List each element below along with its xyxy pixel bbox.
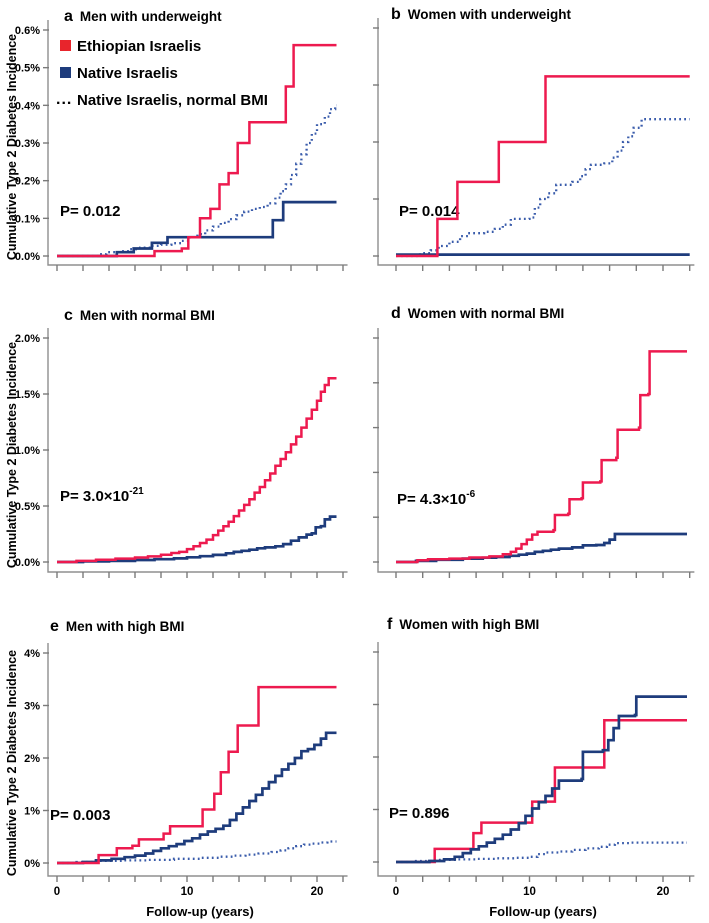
legend-swatch-ethiopian [60,40,71,51]
y-tick-label: 3% [24,701,40,713]
y-axis-label-row1: Cumulative Type 2 Diabetes Incidence [5,34,19,260]
ethiopian-israelis-curve [57,685,337,865]
panel-e-pvalue: P= 0.003 [50,807,110,824]
native-israelis-curve [57,515,337,564]
x-tick-label: 0 [54,886,60,898]
panel-c: c Men with normal BMI P= 3.0×10-21 0.0%0.… [15,307,348,578]
ethiopian-israelis-curve [396,719,687,864]
legend-label-native-normal-bmi: Native Israelis, normal BMI [77,92,268,109]
native-israelis-curve [396,695,687,864]
panel-e-title: e Men with high BMI [50,618,184,635]
y-tick-label: 4% [24,648,40,660]
panel-b-title: b Women with underweight [391,6,572,23]
y-tick-label: 0.5% [15,63,40,75]
panel-d-pvalue: P= 4.3×10-6 [397,489,476,508]
axis-frame [377,18,695,266]
panel-f-plot: 0 10 20 [373,642,695,898]
x-axis-title-left: Follow-up (years) [146,904,254,919]
y-tick-label: 1.0% [15,445,40,457]
y-tick-label: 0.5% [15,501,40,513]
y-tick-label: 2% [24,753,40,765]
y-tick-label: 1% [24,806,40,818]
x-tick-label: 20 [657,886,670,898]
panel-b: b Women with underweight P= 0.014 [373,6,695,271]
native-israelis-normal-bmi-curve [396,841,687,864]
legend-swatch-native [60,67,71,78]
panel-a-pvalue: P= 0.012 [60,203,120,220]
axis-frame [47,643,348,877]
panel-e: e Men with high BMI P= 0.003 0% 1% 2% 3% 4% 0 1… [24,618,348,919]
axis-frame [377,328,695,573]
x-axis-title-right: Follow-up (years) [489,904,597,919]
y-axis-label-row2: Cumulative Type 2 Diabetes Incidence [5,342,19,568]
panel-b-plot [373,18,695,271]
legend-label-native: Native Israelis [77,65,178,82]
panel-d-plot [373,328,695,578]
legend-label-ethiopian: Ethiopian Israelis [77,38,201,55]
y-tick-label: 0.2% [15,176,40,188]
panel-e-plot: 0% 1% 2% 3% 4% 0 10 20 [24,643,348,898]
panel-c-plot: 0.0% 0.5% 1.0% 1.5% 2.0% [15,328,348,578]
native-israelis-curve [57,731,337,865]
panel-c-pvalue: P= 3.0×10-21 [60,486,144,505]
y-tick-label: 0.6% [15,25,40,37]
panel-a-title: a Men with underweight [64,8,222,25]
panel-f-title: f Women with high BMI [387,616,539,633]
ethiopian-israelis-curve [57,377,337,564]
y-tick-label: 0.3% [15,138,40,150]
y-tick-label: 2.0% [15,333,40,345]
legend: Ethiopian Israelis Native Israelis ... N… [56,38,268,109]
ethiopian-israelis-curve [396,75,690,258]
y-tick-label: 1.5% [15,389,40,401]
panel-f-pvalue: P= 0.896 [389,805,449,822]
y-tick-label: 0.4% [15,100,40,112]
native-israelis-normal-bmi-curve [57,104,337,258]
x-tick-label: 10 [181,886,194,898]
panel-f: f Women with high BMI P= 0.896 0 10 20 Foll… [373,616,695,919]
axis-frame [47,20,348,266]
panel-d: d Women with normal BMI P= 4.3×10-6 [373,305,695,578]
panel-a-plot: 0.0% 0.1% 0.2% 0.3% 0.4% 0.5% 0.6% [15,20,348,271]
panel-d-title: d Women with normal BMI [391,305,564,322]
axis-frame [47,328,348,573]
panel-c-title: c Men with normal BMI [64,307,215,324]
y-tick-label: 0.1% [15,213,40,225]
x-tick-label: 10 [523,886,536,898]
axis-frame [377,642,695,877]
y-tick-label: 0.0% [15,557,40,569]
panel-b-pvalue: P= 0.014 [399,203,460,220]
native-israelis-normal-bmi-curve [396,118,690,258]
legend-dots-marker: ... [56,91,72,108]
panel-a: a Men with underweight P= 0.012 0.0%0.1%0… [15,8,348,271]
ethiopian-israelis-curve [396,350,687,564]
native-israelis-curve [57,200,337,258]
x-tick-label: 20 [311,886,324,898]
y-tick-label: 0.0% [15,251,40,263]
native-israelis-curve [396,532,687,564]
x-tick-label: 0 [393,886,399,898]
ethiopian-israelis-curve [57,43,337,258]
y-tick-label: 0% [24,858,40,870]
y-axis-label-row3: Cumulative Type 2 Diabetes Incidence [5,650,19,876]
